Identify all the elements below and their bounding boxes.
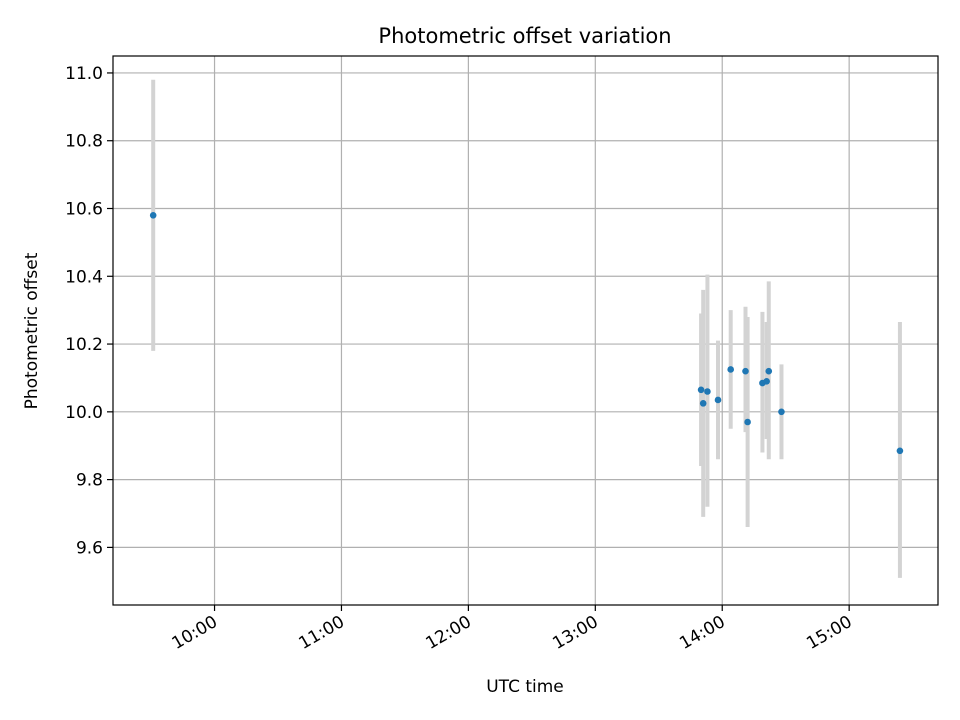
data-point — [763, 378, 770, 385]
y-tick-label: 10.8 — [65, 132, 103, 152]
y-tick-label: 10.4 — [65, 267, 103, 287]
x-axis-label: UTC time — [486, 677, 564, 697]
y-tick-label: 11.0 — [65, 64, 103, 84]
y-axis: 9.6 9.8 10.0 10.2 10.4 10.6 10.8 11.0 — [65, 64, 113, 558]
data-point — [744, 418, 751, 426]
data-point — [704, 388, 711, 395]
y-tick-label: 10.2 — [65, 335, 103, 355]
plot-frame — [112, 55, 939, 606]
chart-title: Photometric offset variation — [378, 24, 671, 48]
y-axis-label: Photometric offset — [22, 252, 42, 409]
y-tick-label: 9.6 — [76, 538, 103, 558]
data-point — [697, 386, 705, 394]
data-point — [149, 211, 157, 219]
data-point — [896, 447, 904, 455]
y-tick-label: 10.6 — [65, 200, 103, 220]
data-point — [699, 400, 707, 407]
plot-area-background — [113, 56, 938, 605]
grid-lines — [113, 56, 938, 605]
data-point — [727, 366, 734, 373]
y-tick-label: 9.8 — [76, 471, 103, 491]
data-point — [765, 367, 773, 375]
data-point — [742, 367, 749, 375]
data-point — [778, 408, 785, 416]
y-tick-label: 10.0 — [65, 403, 103, 423]
data-point — [714, 396, 722, 404]
data-points — [149, 211, 904, 455]
